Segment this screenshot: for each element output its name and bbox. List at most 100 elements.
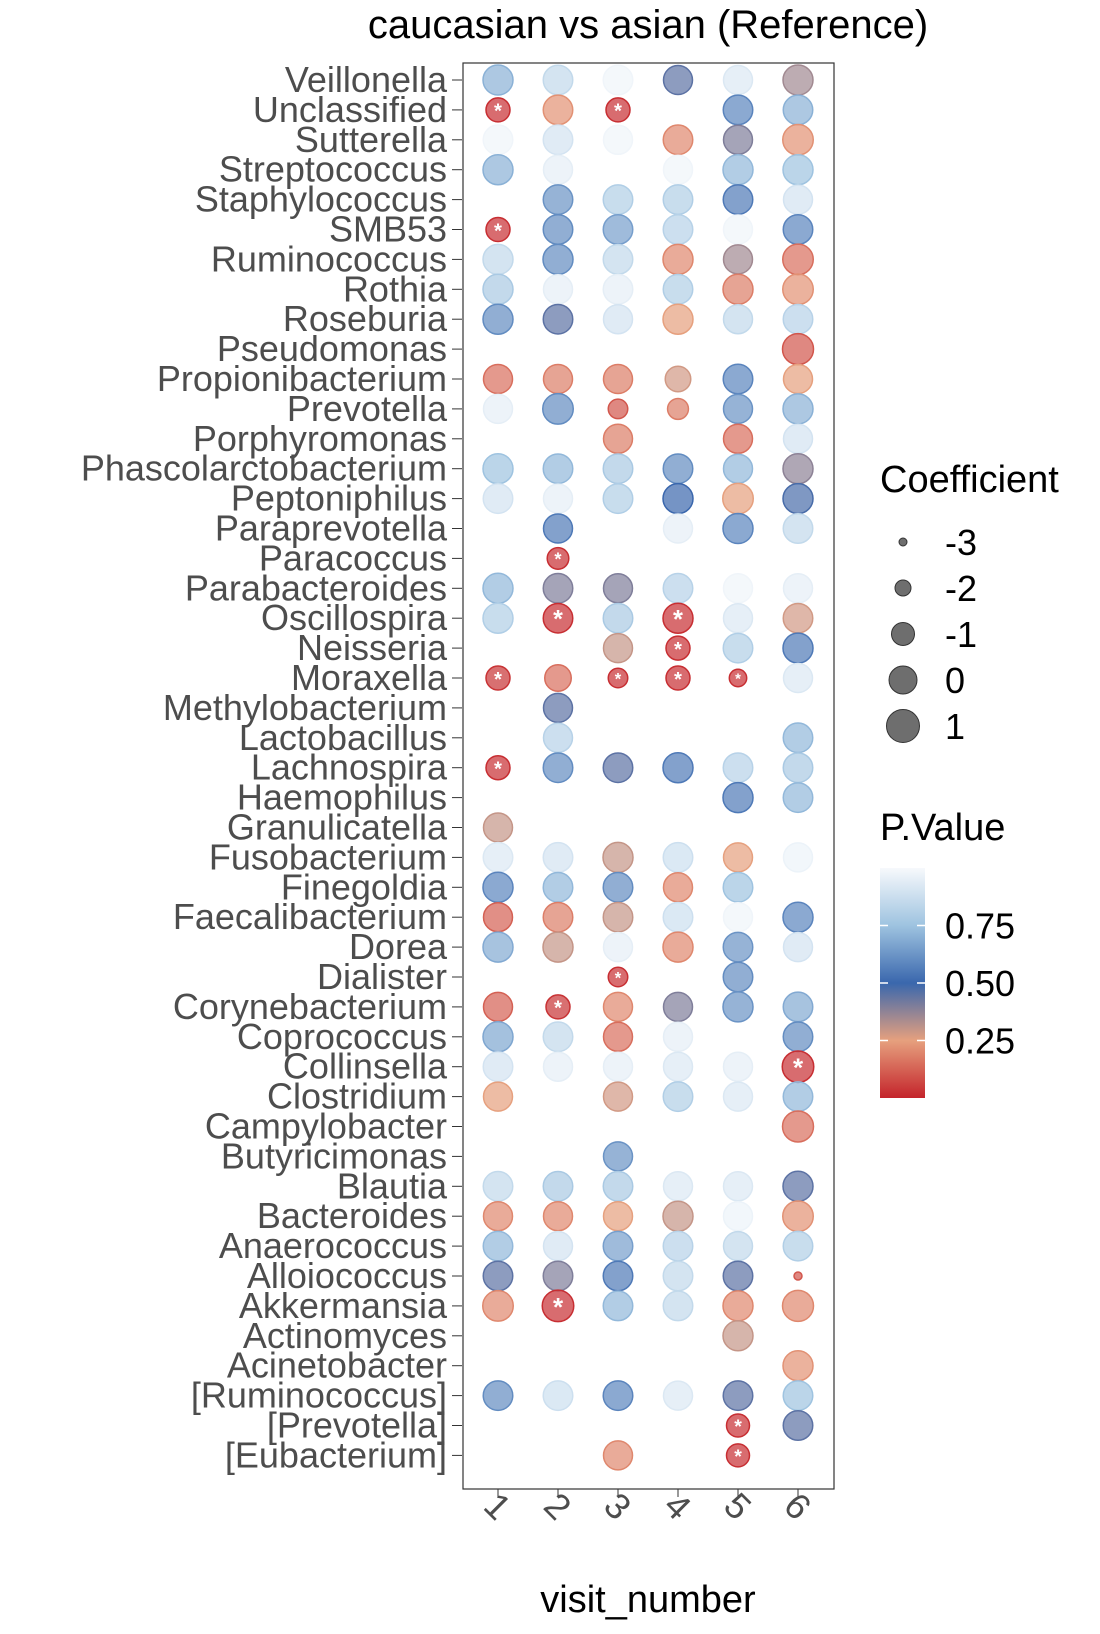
data-point (722, 1171, 754, 1202)
data-point (542, 931, 574, 963)
significance-marker: * (614, 101, 622, 123)
data-point (662, 482, 694, 515)
y-tick-label: Coprococcus (237, 1016, 447, 1057)
data-point (542, 363, 574, 395)
significance-marker: * (615, 669, 622, 688)
y-tick-label: Methylobacterium (163, 687, 447, 728)
data-point (722, 153, 754, 186)
y-tick-label: Lactobacillus (239, 717, 447, 758)
y-tick-label: Acinetobacter (227, 1345, 447, 1386)
data-point (602, 1051, 634, 1082)
y-tick-label: SMB53 (329, 209, 447, 250)
data-point (482, 1170, 514, 1202)
data-point (482, 871, 514, 904)
data-point (782, 1170, 814, 1203)
significance-marker: * (554, 998, 562, 1020)
y-tick-label: Butyricimonas (221, 1135, 447, 1176)
data-point (542, 94, 574, 126)
data-point (722, 1380, 754, 1412)
data-point (602, 752, 634, 784)
data-point (722, 1200, 754, 1232)
data-point (782, 363, 814, 395)
data-point (662, 1380, 694, 1411)
color-legend-ticks: 0.75 0.50 0.25 (880, 906, 1015, 1062)
plot-panel (462, 62, 835, 1490)
data-point (482, 303, 514, 335)
y-tick-label: Dialister (317, 956, 447, 997)
data-point (662, 1051, 694, 1082)
significance-marker: * (494, 220, 502, 242)
y-axis-labels: VeillonellaUnclassifiedSutterellaStrepto… (81, 59, 462, 1475)
data-point (602, 423, 634, 455)
data-point (782, 303, 814, 335)
size-legend-label: -3 (945, 522, 977, 563)
data-point (482, 1021, 514, 1053)
y-tick-label: [Eubacterium] (225, 1434, 447, 1475)
data-point (722, 393, 754, 425)
size-legend-label: 0 (945, 660, 965, 701)
size-legend: -3 -2 -1 0 1 (886, 522, 977, 747)
data-point (662, 273, 694, 305)
data-point (782, 482, 814, 515)
significance-marker: * (553, 606, 563, 634)
data-point (782, 1230, 814, 1262)
y-tick-label: Bacteroides (257, 1195, 447, 1236)
data-point (782, 64, 814, 96)
data-point (482, 64, 514, 96)
data-point (542, 214, 574, 245)
data-point (482, 393, 514, 425)
data-point (607, 667, 629, 689)
y-tick-label: Streptococcus (219, 149, 447, 190)
data-point (662, 1260, 694, 1292)
data-point (662, 1290, 694, 1322)
data-point (722, 1260, 754, 1292)
data-point (542, 184, 574, 216)
y-tick-label: Clostridium (267, 1076, 447, 1117)
data-point (722, 1230, 754, 1262)
significance-marker: * (734, 1416, 742, 1438)
significance-marker: * (674, 639, 682, 661)
data-point (546, 546, 570, 570)
data-point (722, 1081, 754, 1112)
data-point (602, 1440, 634, 1471)
data-point (602, 453, 634, 485)
data-point (722, 1320, 754, 1352)
data-point (542, 722, 574, 754)
y-tick-label: Lachnospira (251, 747, 448, 788)
data-point (781, 1110, 815, 1143)
data-point (602, 931, 634, 963)
y-tick-label: Collinsella (283, 1046, 448, 1087)
data-point (782, 513, 814, 544)
data-point (782, 632, 814, 664)
data-point (602, 184, 634, 216)
data-point (602, 1290, 634, 1322)
data-point (602, 64, 634, 96)
y-tick-label: Finegoldia (281, 866, 448, 907)
data-point (542, 1380, 574, 1412)
data-point (602, 841, 634, 874)
y-tick-label: Corynebacterium (173, 986, 447, 1027)
data-point (542, 1051, 574, 1082)
color-legend-label: 0.25 (945, 1021, 1015, 1062)
data-point (722, 871, 754, 903)
data-point (722, 64, 754, 96)
data-point (782, 123, 814, 156)
x-tick-label: 1 (476, 1485, 519, 1528)
data-point (722, 124, 754, 156)
data-point (482, 812, 514, 843)
data-point (725, 1413, 751, 1438)
data-point (602, 871, 634, 903)
y-tick-label: Veillonella (285, 59, 448, 100)
data-point (722, 482, 754, 515)
data-point (662, 513, 694, 544)
data-point (662, 1081, 694, 1113)
data-point (662, 991, 694, 1023)
y-tick-label: Peptoniphilus (231, 478, 447, 519)
data-point (542, 1260, 574, 1292)
data-point (542, 124, 574, 156)
data-point (482, 273, 514, 306)
size-legend-key (891, 622, 915, 646)
significance-marker: * (554, 548, 562, 569)
data-point (545, 994, 571, 1020)
data-point (722, 303, 754, 335)
